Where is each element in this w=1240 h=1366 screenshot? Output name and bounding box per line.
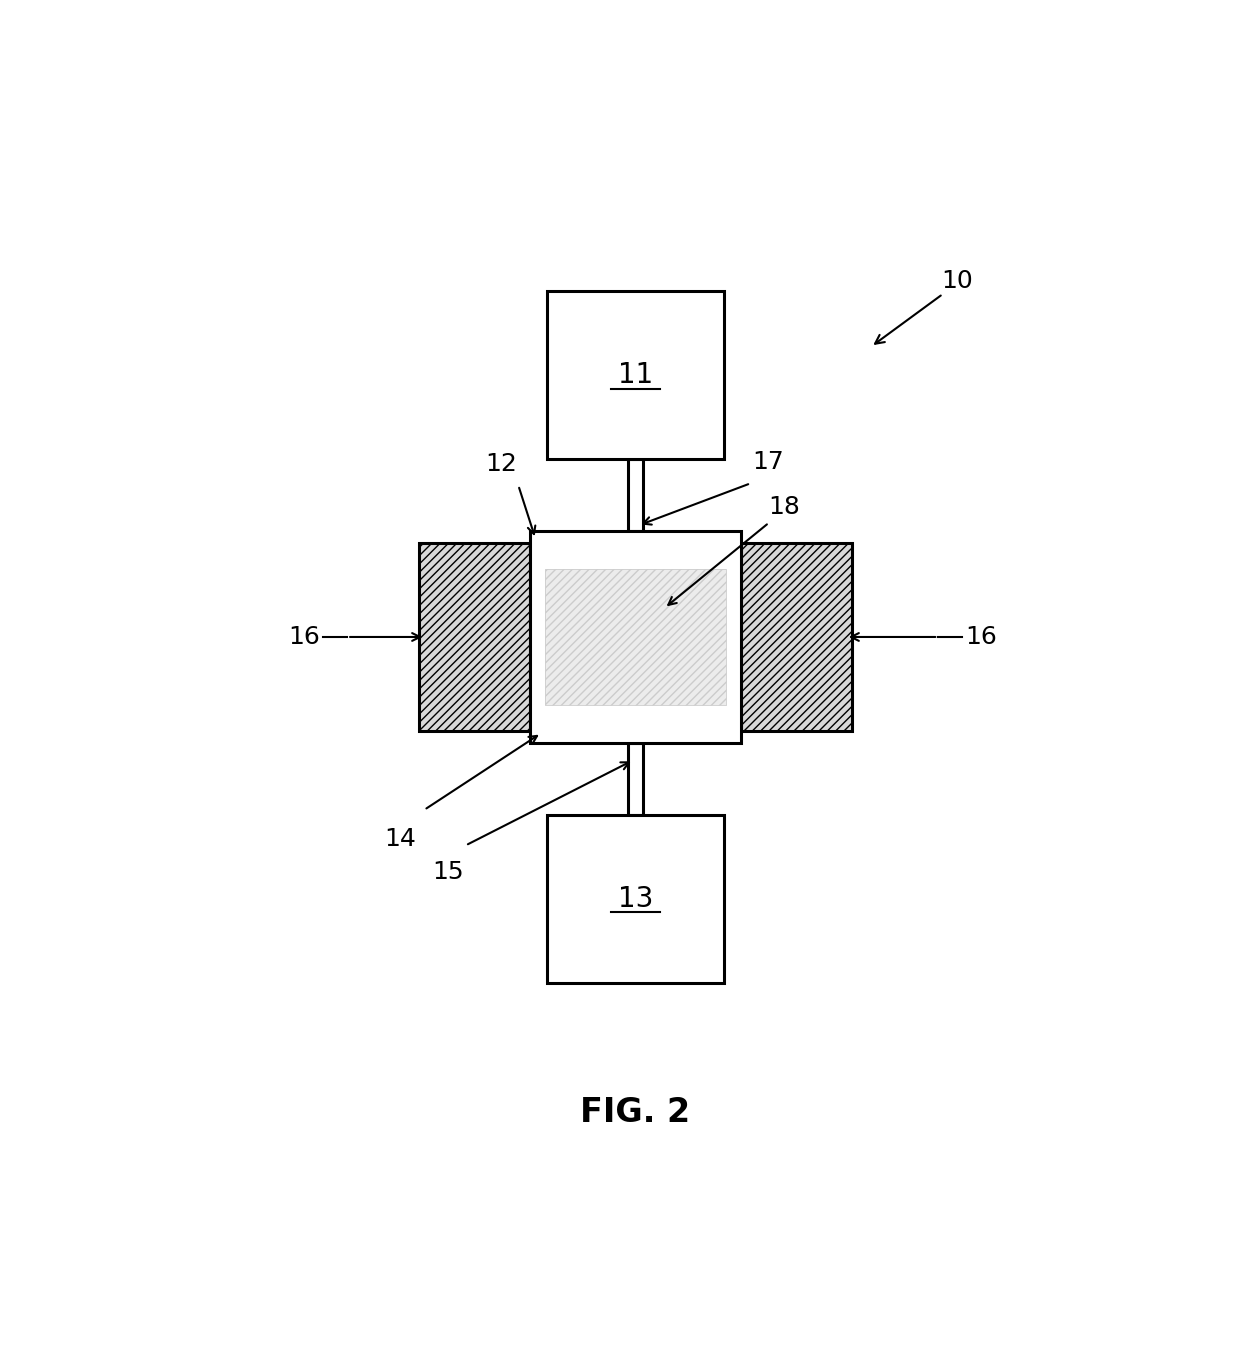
Bar [544, 570, 727, 705]
Bar [627, 459, 644, 531]
Bar [419, 544, 529, 731]
Text: FIG. 2: FIG. 2 [580, 1096, 691, 1130]
Text: 10: 10 [941, 269, 973, 294]
Text: 13: 13 [618, 885, 653, 912]
Bar [544, 570, 727, 705]
Text: 11: 11 [618, 361, 653, 389]
Bar [742, 544, 852, 731]
Text: 14: 14 [384, 826, 415, 851]
Text: 16: 16 [288, 626, 320, 649]
Bar [547, 291, 724, 459]
Bar [547, 814, 724, 984]
Text: 17: 17 [753, 449, 784, 474]
Text: 15: 15 [433, 861, 464, 884]
Text: 16: 16 [966, 626, 997, 649]
Text: 18: 18 [769, 496, 800, 519]
Text: 12: 12 [485, 452, 517, 475]
Bar [627, 743, 644, 814]
Bar [529, 531, 742, 743]
